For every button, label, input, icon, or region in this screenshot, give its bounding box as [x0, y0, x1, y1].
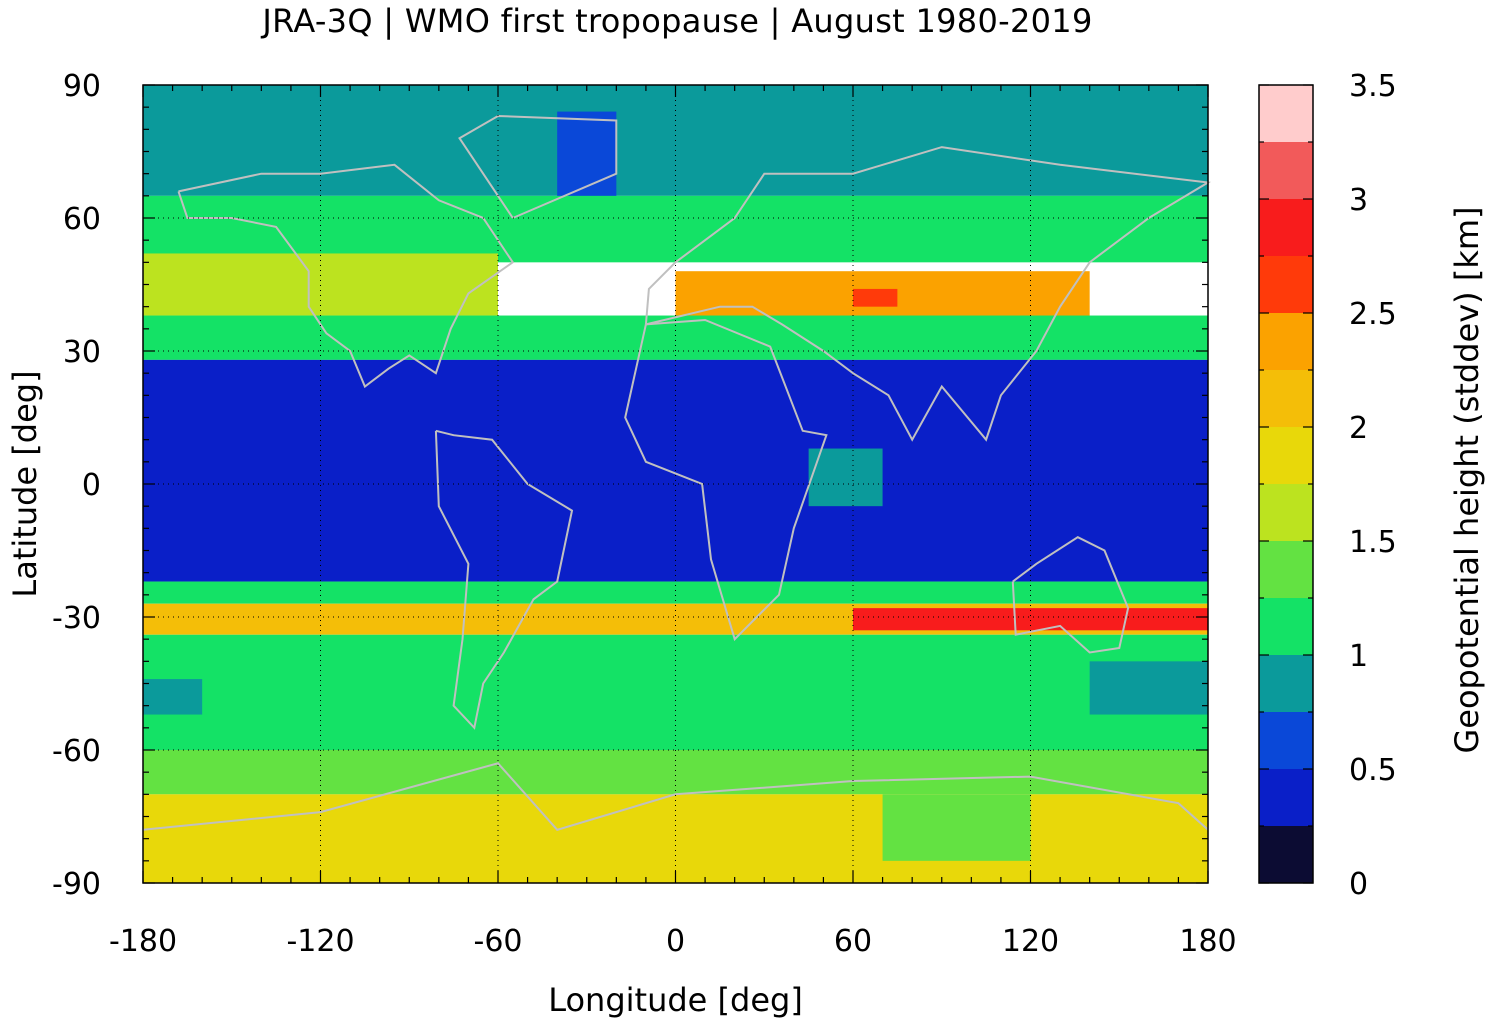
field-region-5: [853, 288, 898, 307]
colorbar-swatch-4: [1259, 598, 1313, 655]
field-region-2: [143, 195, 1208, 263]
field-region-8: [808, 448, 883, 507]
colorbar-tick-label: 2: [1349, 411, 1368, 446]
coastline-3: [644, 146, 1212, 442]
colorbar-tick-label: 2.5: [1349, 297, 1397, 332]
colorbar-tick-labels: 0 0.5 1 1.5 2 2.5 3 3.5: [1349, 69, 1397, 902]
field-region-16: [143, 794, 1208, 883]
field-region-15: [143, 750, 1208, 795]
field-region-13: [143, 679, 203, 715]
coastline-4: [1011, 536, 1130, 654]
y-tick-label: 60: [63, 202, 101, 237]
colorbar-tick-label: 0: [1349, 867, 1368, 902]
coastline-1: [434, 429, 574, 730]
colorbar-label: Geopotential height (stddev) [km]: [1448, 206, 1486, 753]
field-region-11: [853, 608, 1208, 631]
colorbar-swatch-8: [1259, 370, 1313, 427]
x-tick-label: 180: [1179, 924, 1236, 959]
x-tick-label: 120: [1002, 924, 1059, 959]
field-region-17: [882, 794, 1031, 861]
y-axis-label: Latitude [deg]: [6, 370, 44, 597]
colorbar-tick-label: 3.5: [1349, 69, 1397, 104]
colorbar-swatch-12: [1259, 142, 1313, 199]
coastlines: [142, 114, 1212, 831]
coastline-2: [624, 318, 828, 642]
x-tick-label: 0: [666, 924, 685, 959]
coastline-5: [458, 114, 618, 219]
colorbar-swatch-5: [1259, 541, 1313, 598]
y-tick-label: -90: [52, 867, 101, 902]
colorbar-swatch-11: [1259, 199, 1313, 256]
coastline-6: [142, 762, 1209, 831]
colorbar-tick-label: 3: [1349, 183, 1368, 218]
chart-title: JRA-3Q | WMO first tropopause | August 1…: [262, 2, 1093, 40]
y-tick-label: 30: [63, 335, 101, 370]
colorbar-swatch-2: [1259, 712, 1313, 769]
colorbar-swatch-0: [1259, 826, 1313, 883]
colorbar: [1258, 84, 1314, 884]
x-tick-label: -120: [286, 924, 354, 959]
grid-lines: [143, 85, 1208, 883]
colorbar-swatch-7: [1259, 427, 1313, 484]
x-tick-label: -60: [474, 924, 523, 959]
colorbar-tick-label: 1: [1349, 639, 1368, 674]
y-tick-label: -60: [52, 734, 101, 769]
axis-ticks: [142, 84, 1209, 884]
colorbar-swatch-1: [1259, 769, 1313, 826]
field-region-3: [143, 253, 498, 316]
y-tick-label: 90: [63, 69, 101, 104]
coastline-0: [177, 163, 515, 389]
x-tick-label: 60: [834, 924, 872, 959]
x-axis-label: Longitude [deg]: [548, 981, 803, 1019]
x-tick-labels: -180 -120 -60 0 60 120 180: [109, 924, 1237, 959]
colorbar-swatch-13: [1259, 85, 1313, 142]
colorbar-swatch-3: [1259, 655, 1313, 712]
colorbar-tick-label: 0.5: [1349, 753, 1397, 788]
colorbar-swatch-10: [1259, 256, 1313, 313]
field-region-12: [143, 634, 1208, 750]
colorbar-swatch-6: [1259, 484, 1313, 541]
y-tick-label: 0: [82, 468, 101, 503]
y-tick-label: -30: [52, 601, 101, 636]
field-region-14: [1089, 661, 1208, 715]
field-region-9: [143, 581, 1208, 604]
colorbar-swatch-9: [1259, 313, 1313, 370]
colorbar-tick-label: 1.5: [1349, 525, 1397, 560]
x-tick-label: -180: [109, 924, 177, 959]
y-tick-labels: 90 60 30 0 -30 -60 -90: [52, 69, 101, 902]
